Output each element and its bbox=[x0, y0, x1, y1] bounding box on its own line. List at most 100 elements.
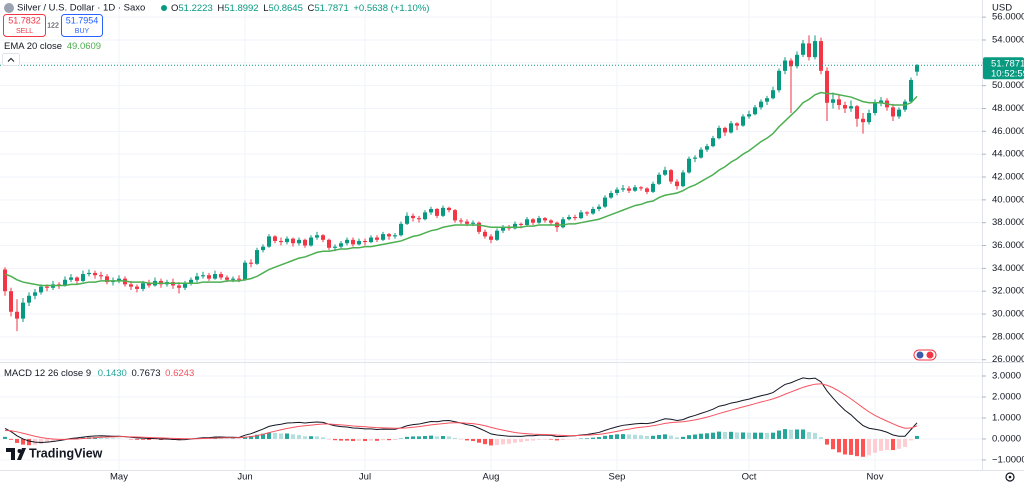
candle-body bbox=[45, 286, 49, 288]
candle-body bbox=[435, 208, 439, 216]
histogram-bar bbox=[111, 438, 115, 439]
candle-body bbox=[549, 220, 553, 223]
flag-icon bbox=[913, 349, 937, 361]
histogram-bar bbox=[795, 429, 799, 439]
candle-body bbox=[9, 291, 13, 312]
candle-body bbox=[87, 272, 91, 275]
sell-price[interactable]: 51.7832 bbox=[8, 15, 41, 25]
x-tick-label: Aug bbox=[483, 472, 500, 483]
candle-body bbox=[741, 116, 745, 126]
histogram-bar bbox=[837, 438, 841, 453]
candle-body bbox=[825, 70, 829, 103]
price-badge-value: 51.7871 bbox=[991, 58, 1024, 69]
histogram-bar bbox=[9, 438, 13, 440]
candle-body bbox=[855, 106, 859, 119]
histogram-bar bbox=[561, 438, 565, 440]
y-tick-label: 0.0000 bbox=[992, 433, 1021, 444]
candle-body bbox=[681, 172, 685, 187]
candle-body bbox=[291, 238, 295, 244]
histogram-bar bbox=[891, 438, 895, 451]
candle-body bbox=[519, 223, 523, 225]
collapse-box[interactable] bbox=[2, 53, 20, 66]
histogram-bar bbox=[423, 436, 427, 439]
ohlc-value: 50.8645 bbox=[269, 3, 303, 14]
y-tick-label: 30.0000 bbox=[992, 309, 1024, 320]
collapse-button[interactable] bbox=[2, 53, 20, 66]
settings-gear[interactable] bbox=[1005, 472, 1015, 482]
sell-box[interactable] bbox=[3, 14, 46, 37]
candle-body bbox=[333, 246, 337, 248]
candle-body bbox=[891, 107, 895, 117]
symbol-title: Silver / U.S. Dollar · 1D · Saxo bbox=[17, 3, 145, 14]
histogram-bar bbox=[345, 438, 349, 441]
candle-body bbox=[405, 215, 409, 224]
candle-body bbox=[237, 278, 241, 280]
histogram-bar bbox=[453, 437, 457, 439]
histogram-bar bbox=[381, 438, 385, 441]
histogram-bar bbox=[369, 438, 373, 441]
histogram-bar bbox=[735, 432, 739, 439]
sell-label[interactable]: SELL bbox=[16, 28, 33, 35]
candle-body bbox=[705, 146, 709, 150]
buy-box[interactable] bbox=[61, 14, 103, 37]
y-tick-label: 40.0000 bbox=[992, 194, 1024, 205]
histogram-bar bbox=[771, 432, 775, 439]
histogram-bar bbox=[615, 434, 619, 439]
candle-body bbox=[693, 157, 697, 159]
buy-label[interactable]: BUY bbox=[75, 28, 90, 35]
candle-body bbox=[573, 216, 577, 219]
buy-button[interactable]: 51.7954 BUY bbox=[61, 14, 103, 37]
histogram-bar bbox=[429, 435, 433, 439]
candle-body bbox=[777, 70, 781, 91]
candle-body bbox=[273, 236, 277, 241]
histogram-bar bbox=[639, 435, 643, 439]
histogram-bar bbox=[285, 433, 289, 439]
candle-body bbox=[261, 246, 265, 251]
settings-button[interactable] bbox=[1005, 472, 1015, 482]
y-tick-label: 42.0000 bbox=[992, 172, 1024, 183]
y-tick-label: 54.0000 bbox=[992, 34, 1024, 45]
sell-button[interactable]: 51.7832 SELL bbox=[3, 14, 46, 37]
candle-body bbox=[255, 250, 259, 264]
x-tick-label: Jul bbox=[359, 472, 371, 483]
candle-body bbox=[597, 206, 601, 209]
candle-body bbox=[789, 60, 793, 67]
y-tick-label: 34.0000 bbox=[992, 263, 1024, 274]
histogram-bar bbox=[27, 438, 31, 446]
candle-body bbox=[27, 295, 31, 303]
candle-body bbox=[477, 222, 481, 232]
candle-body bbox=[381, 234, 385, 240]
histogram-bar bbox=[621, 434, 625, 439]
histogram-bar bbox=[471, 438, 475, 442]
collapse-arrow[interactable] bbox=[7, 57, 15, 62]
histogram-bar bbox=[411, 436, 415, 439]
candle-body bbox=[687, 158, 691, 173]
candle-body bbox=[873, 102, 877, 114]
x-tick-label: Jun bbox=[237, 472, 252, 483]
histogram-bar bbox=[537, 438, 541, 440]
candle-body bbox=[183, 283, 187, 288]
y-tick-label: 1.0000 bbox=[992, 412, 1021, 423]
candle-body bbox=[711, 138, 715, 147]
settings-hub[interactable] bbox=[1008, 475, 1012, 479]
candle-body bbox=[351, 239, 355, 245]
histogram-bar bbox=[807, 432, 811, 439]
candle-body bbox=[321, 235, 325, 240]
histogram-bar bbox=[555, 438, 559, 441]
histogram-bar bbox=[675, 437, 679, 439]
buy-price[interactable]: 51.7954 bbox=[66, 15, 99, 25]
ohlc-label: C bbox=[308, 3, 315, 14]
candle-body bbox=[75, 277, 79, 281]
candle-body bbox=[177, 285, 181, 288]
ema-name: EMA 20 close bbox=[4, 41, 62, 52]
candle-body bbox=[807, 43, 811, 58]
histogram-bar bbox=[387, 438, 391, 441]
candle-body bbox=[495, 230, 499, 240]
histogram-bar bbox=[45, 438, 49, 443]
histogram-bar bbox=[159, 438, 163, 440]
candle-body bbox=[267, 236, 271, 247]
histogram-bar bbox=[507, 438, 511, 444]
candle-body bbox=[63, 279, 67, 286]
histogram-bar bbox=[441, 436, 445, 439]
